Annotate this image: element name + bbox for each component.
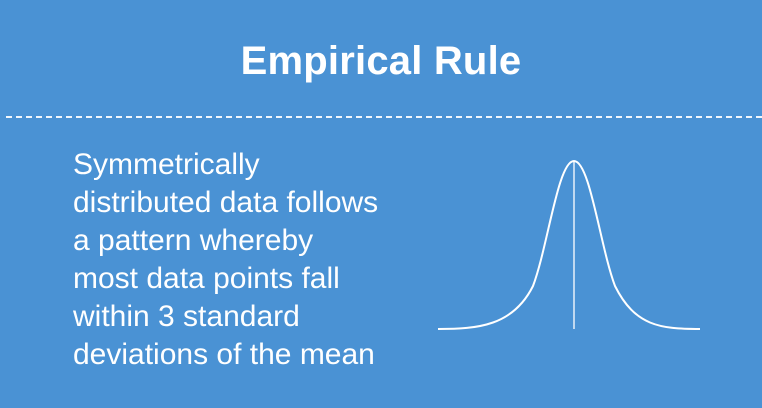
body-line: distributed data follows (73, 186, 379, 219)
bell-curve-graphic (438, 159, 700, 330)
body-line: within 3 standard (73, 300, 300, 333)
body-line: Symmetrically (73, 148, 260, 181)
body-line: deviations of the mean (73, 338, 375, 371)
dashed-divider (6, 116, 762, 118)
body-line: a pattern whereby (73, 224, 314, 257)
slide-body-text: Symmetrically distributed data follows a… (73, 146, 433, 374)
slide-title: Empirical Rule (240, 39, 522, 83)
body-line: most data points fall (73, 262, 340, 295)
bell-curve-line (438, 159, 700, 330)
